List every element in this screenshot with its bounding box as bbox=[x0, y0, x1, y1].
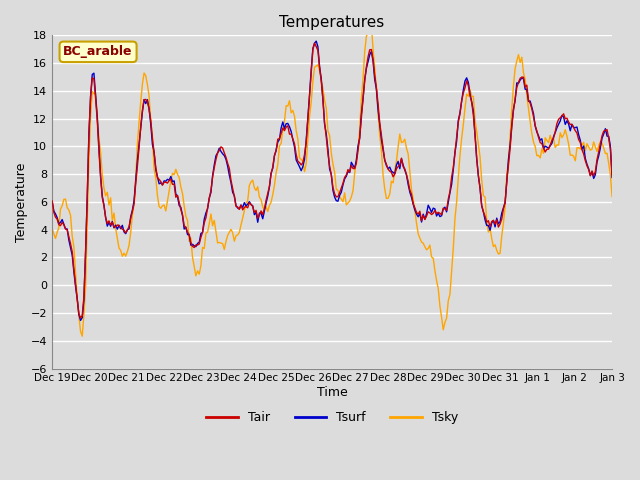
X-axis label: Time: Time bbox=[317, 386, 348, 399]
Legend: Tair, Tsurf, Tsky: Tair, Tsurf, Tsky bbox=[202, 406, 463, 429]
Y-axis label: Temperature: Temperature bbox=[15, 162, 28, 241]
Title: Temperatures: Temperatures bbox=[280, 15, 385, 30]
Text: BC_arable: BC_arable bbox=[63, 45, 133, 59]
